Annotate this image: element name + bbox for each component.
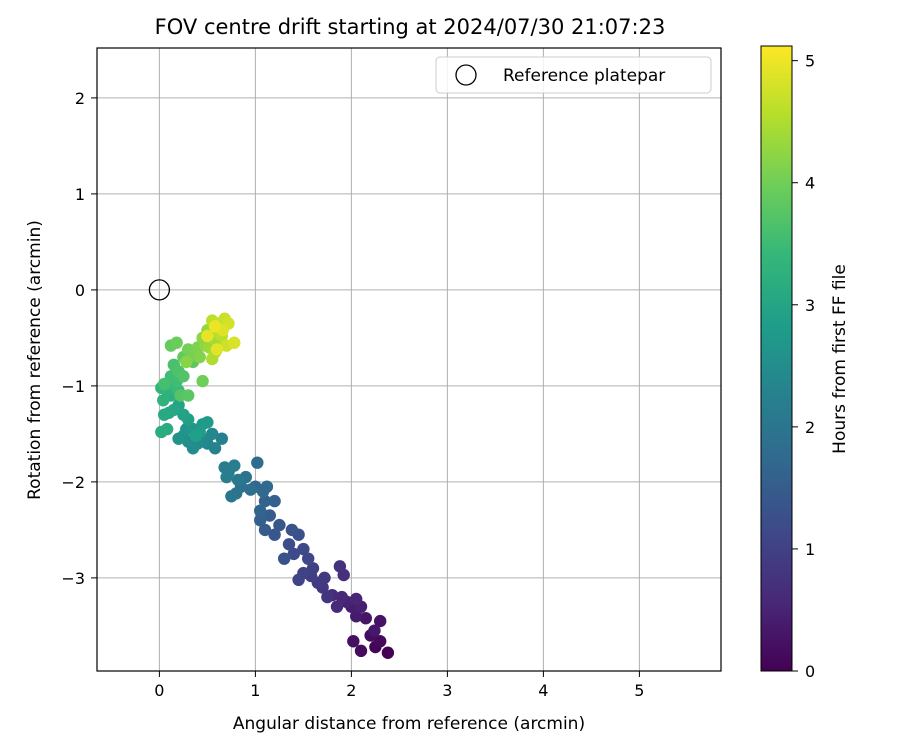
data-point xyxy=(172,432,185,445)
data-point xyxy=(201,416,214,429)
data-point xyxy=(273,518,286,532)
data-point xyxy=(330,600,344,613)
colorbar-tick-label: 0 xyxy=(805,662,815,681)
data-point xyxy=(177,370,190,383)
data-point xyxy=(220,470,233,484)
data-point xyxy=(177,408,190,421)
colorbar-tick-label: 4 xyxy=(805,174,815,193)
data-point xyxy=(228,336,241,349)
colorbar-tick-label: 2 xyxy=(805,418,815,437)
data-point xyxy=(182,389,195,402)
y-axis-label: Rotation from reference (arcmin) xyxy=(25,220,45,500)
y-tick-label: −1 xyxy=(61,377,85,396)
data-point xyxy=(215,432,228,445)
x-tick-label: 3 xyxy=(442,681,452,700)
y-tick-label: −3 xyxy=(61,569,85,588)
data-point xyxy=(374,614,387,628)
data-point xyxy=(347,635,360,648)
data-point xyxy=(254,514,267,527)
x-tick-label: 5 xyxy=(634,681,644,700)
data-point xyxy=(180,355,193,369)
legend-box xyxy=(435,56,712,94)
colorbar-tick-label: 3 xyxy=(805,296,815,315)
data-point xyxy=(218,461,231,474)
x-tick-label: 1 xyxy=(250,681,260,700)
data-point xyxy=(282,538,296,551)
data-point xyxy=(193,350,206,364)
data-point xyxy=(206,352,219,366)
data-point xyxy=(231,473,245,487)
reference-layer xyxy=(148,279,171,301)
data-point xyxy=(158,408,171,421)
data-point xyxy=(268,528,281,541)
data-point xyxy=(292,573,305,587)
data-point xyxy=(206,427,219,441)
data-point xyxy=(374,635,387,648)
data-point xyxy=(359,612,372,625)
data-point xyxy=(350,592,363,606)
legend-reference-marker xyxy=(455,64,477,86)
data-point xyxy=(302,552,315,565)
reference-marker xyxy=(148,279,171,301)
data-point xyxy=(170,336,183,349)
data-point xyxy=(189,429,203,443)
x-axis: 0 1 2 3 4 5 xyxy=(154,671,644,700)
data-point xyxy=(158,377,171,391)
colorbar-axis: 0 1 2 3 4 5 xyxy=(792,52,815,681)
chart-title: FOV centre drift starting at 2024/07/30 … xyxy=(155,15,666,39)
data-point xyxy=(354,644,368,658)
data-point xyxy=(228,459,241,472)
data-point xyxy=(210,343,224,356)
data-point xyxy=(287,547,300,561)
y-axis: −3 −2 −1 0 1 2 xyxy=(61,89,97,588)
x-tick-label: 4 xyxy=(538,681,548,700)
plot-frame xyxy=(96,47,722,672)
colorbar-tick-label: 1 xyxy=(805,540,815,559)
data-points xyxy=(155,312,395,659)
grid xyxy=(97,48,721,671)
x-tick-label: 0 xyxy=(154,681,164,700)
data-point xyxy=(251,456,264,469)
data-point xyxy=(268,494,281,508)
data-point xyxy=(335,590,348,604)
data-point xyxy=(381,646,395,659)
legend-label: Reference platepar xyxy=(503,66,665,86)
y-tick-label: 1 xyxy=(75,185,85,204)
y-tick-label: −2 xyxy=(61,473,85,492)
data-point xyxy=(225,490,238,503)
data-point xyxy=(258,494,272,508)
y-tick-label: 0 xyxy=(75,281,85,300)
data-point xyxy=(155,425,168,439)
data-point xyxy=(263,509,276,522)
data-point xyxy=(297,542,310,556)
data-point xyxy=(254,504,267,517)
data-point xyxy=(368,624,381,637)
data-point xyxy=(333,560,347,573)
data-point xyxy=(306,562,320,575)
data-point xyxy=(258,523,272,537)
colorbar xyxy=(760,45,793,672)
data-point xyxy=(196,374,209,388)
data-point xyxy=(260,480,274,493)
data-point xyxy=(244,483,257,496)
data-point xyxy=(321,590,334,604)
data-point xyxy=(157,394,170,407)
data-point xyxy=(201,329,214,343)
data-point xyxy=(285,523,299,537)
legend: Reference platepar xyxy=(435,56,712,94)
data-point xyxy=(278,552,291,565)
colorbar-label: Hours from first FF file xyxy=(830,264,850,454)
data-point xyxy=(208,320,222,333)
colorbar-tick-label: 5 xyxy=(805,52,815,71)
y-tick-label: 2 xyxy=(75,89,85,108)
data-point xyxy=(350,610,363,623)
x-axis-label: Angular distance from reference (arcmin) xyxy=(233,714,585,734)
x-tick-label: 2 xyxy=(346,681,356,700)
